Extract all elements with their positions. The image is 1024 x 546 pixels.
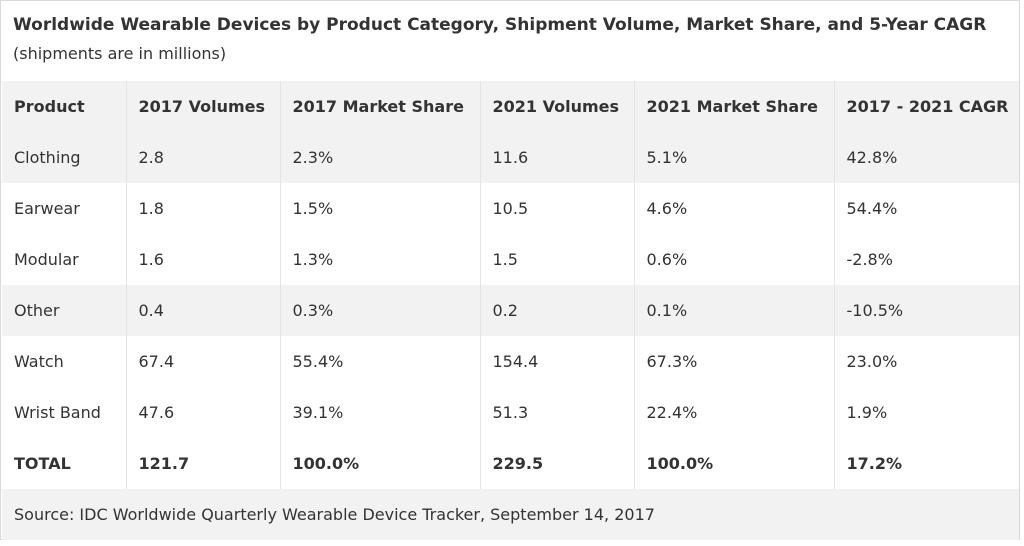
total-2021-market-share: 100.0% xyxy=(634,438,835,489)
cell-2017-market-share: 1.3% xyxy=(280,234,481,285)
table-subtitle: (shipments are in millions) xyxy=(13,44,227,63)
cell-product: Clothing xyxy=(2,132,127,183)
cell-cagr: 54.4% xyxy=(834,183,1019,234)
cell-2021-volumes: 11.6 xyxy=(480,132,635,183)
table-caption: Worldwide Wearable Devices by Product Ca… xyxy=(13,13,1013,66)
cell-cagr: -2.8% xyxy=(834,234,1019,285)
cell-2021-volumes: 0.2 xyxy=(480,285,635,336)
cell-2021-volumes: 154.4 xyxy=(480,336,635,387)
cell-product: Watch xyxy=(2,336,127,387)
wearables-table: Product 2017 Volumes 2017 Market Share 2… xyxy=(2,81,1019,540)
cell-2017-volumes: 1.8 xyxy=(126,183,281,234)
total-2017-volumes: 121.7 xyxy=(126,438,281,489)
header-2017-volumes: 2017 Volumes xyxy=(126,81,281,132)
cell-cagr: 1.9% xyxy=(834,387,1019,438)
cell-2021-market-share: 0.6% xyxy=(634,234,835,285)
cell-2017-volumes: 47.6 xyxy=(126,387,281,438)
header-2021-market-share: 2021 Market Share xyxy=(634,81,835,132)
cell-cagr: 23.0% xyxy=(834,336,1019,387)
cell-2017-market-share: 1.5% xyxy=(280,183,481,234)
table-row: Watch 67.4 55.4% 154.4 67.3% 23.0% xyxy=(2,336,1019,387)
cell-2021-volumes: 10.5 xyxy=(480,183,635,234)
cell-2021-market-share: 4.6% xyxy=(634,183,835,234)
cell-product: Wrist Band xyxy=(2,387,127,438)
cell-2017-volumes: 2.8 xyxy=(126,132,281,183)
cell-2021-volumes: 1.5 xyxy=(480,234,635,285)
header-2021-volumes: 2021 Volumes xyxy=(480,81,635,132)
cell-cagr: 42.8% xyxy=(834,132,1019,183)
table-row: Modular 1.6 1.3% 1.5 0.6% -2.8% xyxy=(2,234,1019,285)
header-row: Product 2017 Volumes 2017 Market Share 2… xyxy=(2,81,1019,132)
total-cagr: 17.2% xyxy=(834,438,1019,489)
cell-product: Other xyxy=(2,285,127,336)
table-row: Other 0.4 0.3% 0.2 0.1% -10.5% xyxy=(2,285,1019,336)
cell-2017-market-share: 55.4% xyxy=(280,336,481,387)
table-row: Earwear 1.8 1.5% 10.5 4.6% 54.4% xyxy=(2,183,1019,234)
table-title: Worldwide Wearable Devices by Product Ca… xyxy=(13,15,987,35)
cell-2021-market-share: 0.1% xyxy=(634,285,835,336)
cell-cagr: -10.5% xyxy=(834,285,1019,336)
table-row: Wrist Band 47.6 39.1% 51.3 22.4% 1.9% xyxy=(2,387,1019,438)
cell-2017-volumes: 67.4 xyxy=(126,336,281,387)
source-note: Source: IDC Worldwide Quarterly Wearable… xyxy=(2,489,1019,540)
cell-2017-market-share: 39.1% xyxy=(280,387,481,438)
total-2017-market-share: 100.0% xyxy=(280,438,481,489)
cell-2017-volumes: 1.6 xyxy=(126,234,281,285)
total-label: TOTAL xyxy=(2,438,127,489)
cell-2017-market-share: 0.3% xyxy=(280,285,481,336)
total-2021-volumes: 229.5 xyxy=(480,438,635,489)
source-row: Source: IDC Worldwide Quarterly Wearable… xyxy=(2,489,1019,540)
cell-product: Modular xyxy=(2,234,127,285)
cell-product: Earwear xyxy=(2,183,127,234)
header-product: Product xyxy=(2,81,127,132)
cell-2021-market-share: 67.3% xyxy=(634,336,835,387)
cell-2021-volumes: 51.3 xyxy=(480,387,635,438)
table-row: Clothing 2.8 2.3% 11.6 5.1% 42.8% xyxy=(2,132,1019,183)
total-row: TOTAL 121.7 100.0% 229.5 100.0% 17.2% xyxy=(2,438,1019,489)
header-2017-market-share: 2017 Market Share xyxy=(280,81,481,132)
cell-2021-market-share: 5.1% xyxy=(634,132,835,183)
cell-2021-market-share: 22.4% xyxy=(634,387,835,438)
cell-2017-volumes: 0.4 xyxy=(126,285,281,336)
header-cagr: 2017 - 2021 CAGR xyxy=(834,81,1019,132)
cell-2017-market-share: 2.3% xyxy=(280,132,481,183)
